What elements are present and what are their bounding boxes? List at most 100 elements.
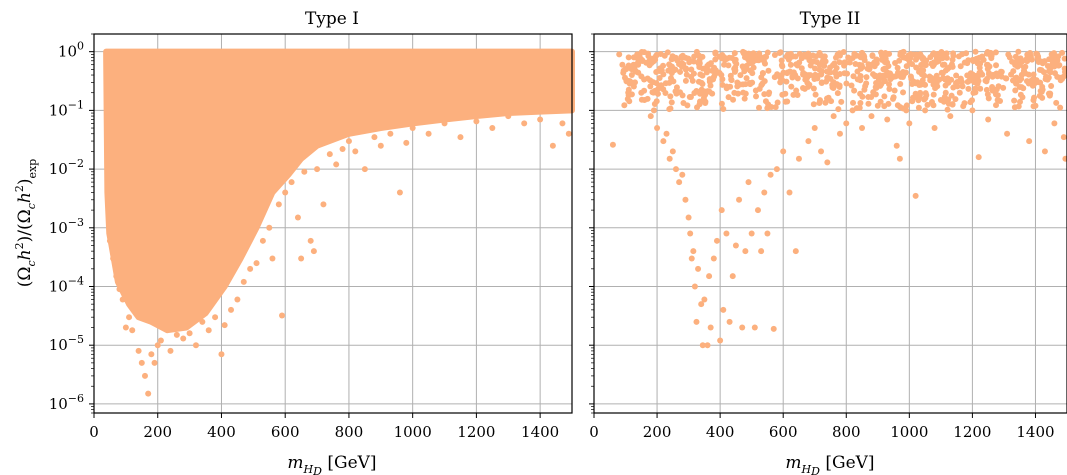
data-point: [767, 171, 774, 178]
data-point: [994, 97, 1001, 104]
data-point: [810, 101, 817, 108]
data-point: [750, 64, 757, 71]
data-point: [670, 78, 677, 85]
data-point: [887, 70, 894, 77]
data-point: [993, 102, 1000, 109]
data-point: [110, 255, 117, 262]
data-point: [812, 91, 819, 98]
data-point: [903, 107, 910, 114]
data-point: [859, 125, 866, 132]
data-point: [950, 84, 957, 91]
data-point: [896, 57, 903, 64]
data-point: [868, 113, 875, 120]
data-point: [749, 79, 756, 86]
data-point: [682, 196, 689, 203]
data-point: [717, 337, 724, 344]
data-point: [704, 342, 711, 349]
data-point: [746, 58, 753, 65]
data-point: [930, 91, 937, 98]
data-point: [933, 79, 940, 86]
data-point: [732, 242, 739, 249]
x-tick-label: 800: [832, 423, 861, 441]
x-tick-label: 800: [335, 423, 364, 441]
data-point: [707, 324, 714, 331]
data-point: [1020, 70, 1027, 77]
x-tick-label: 1200: [457, 423, 495, 441]
data-point: [702, 99, 709, 106]
data-point: [777, 79, 784, 86]
data-point: [141, 372, 148, 379]
data-point: [677, 89, 684, 96]
plot-frame: [93, 33, 573, 414]
data-point: [1048, 82, 1055, 89]
data-point: [688, 255, 695, 262]
data-point: [937, 97, 944, 104]
data-point: [1003, 75, 1010, 82]
data-point: [798, 65, 805, 72]
data-point: [565, 130, 572, 137]
data-point: [699, 72, 706, 79]
data-point: [301, 168, 308, 175]
data-point: [982, 77, 989, 84]
x-tick-label: 1000: [890, 423, 928, 441]
data-point: [850, 73, 857, 80]
data-point: [687, 230, 694, 237]
data-point: [326, 151, 333, 158]
data-point: [845, 54, 852, 61]
data-point: [685, 214, 692, 221]
data-point: [849, 107, 856, 114]
data-point: [928, 74, 935, 81]
data-point: [706, 78, 713, 85]
data-point: [770, 325, 777, 332]
data-point: [635, 61, 642, 68]
data-point: [1041, 148, 1048, 155]
data-point: [148, 351, 155, 358]
data-point: [810, 85, 817, 92]
data-point: [691, 90, 698, 97]
data-point: [690, 58, 697, 65]
data-point: [275, 201, 282, 208]
data-point: [126, 314, 133, 321]
data-point: [759, 70, 766, 77]
data-point: [644, 75, 651, 82]
data-point: [957, 63, 964, 70]
data-point: [377, 142, 384, 149]
data-point: [403, 139, 410, 146]
data-point: [167, 347, 174, 354]
data-point: [154, 342, 161, 349]
data-point: [489, 125, 496, 132]
data-point: [960, 103, 967, 110]
data-point: [736, 196, 743, 203]
data-point: [874, 102, 881, 109]
data-point: [702, 91, 709, 98]
data-point: [1051, 63, 1058, 70]
data-point: [731, 50, 738, 57]
data-point: [844, 70, 851, 77]
data-point: [1046, 92, 1053, 99]
data-point: [186, 330, 193, 337]
data-point: [1035, 56, 1042, 63]
data-point: [965, 57, 972, 64]
data-point: [1059, 49, 1066, 56]
data-point: [915, 92, 922, 99]
data-point: [823, 68, 830, 75]
data-point: [924, 101, 931, 108]
y-tick-label: 10−2: [49, 157, 84, 178]
data-point: [764, 49, 771, 56]
data-point: [678, 63, 685, 70]
data-point: [653, 51, 660, 58]
x-tick-label: 1000: [394, 423, 432, 441]
data-point: [660, 138, 667, 145]
data-point: [964, 78, 971, 85]
data-point: [298, 255, 305, 262]
data-point: [922, 107, 929, 114]
data-point: [834, 90, 841, 97]
data-point: [792, 53, 799, 60]
data-point: [693, 318, 700, 325]
data-point: [425, 130, 432, 137]
data-point: [856, 61, 863, 68]
data-point: [980, 56, 987, 63]
data-point: [656, 74, 663, 81]
data-point: [654, 125, 661, 132]
data-point: [720, 306, 727, 313]
